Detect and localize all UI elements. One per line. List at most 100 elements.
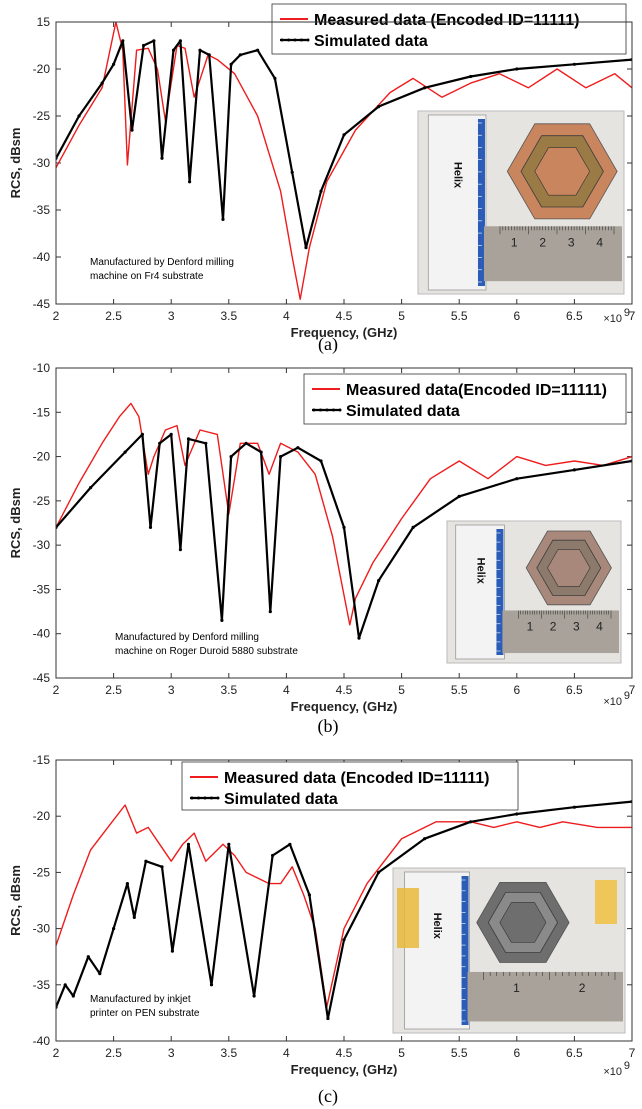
chart-3-data-point — [326, 1016, 330, 1021]
chart-1-legend-box — [271, 3, 627, 55]
chart-2-y-tick-label: -10 — [33, 361, 51, 375]
chart-2-data-point — [244, 441, 248, 445]
chart-1-y-tick-label: -40 — [33, 250, 51, 264]
chart-3-x-tick-label: 4 — [283, 1046, 290, 1060]
chart-3-data-point — [288, 842, 292, 846]
chart-2-legend-entry-1: Measured data(Encoded ID=11111) — [346, 382, 607, 399]
chart-1-x-tick-label: 2 — [53, 309, 60, 323]
chart-3-x-tick-label: 6 — [513, 1046, 520, 1060]
chart-1-data-point — [221, 217, 225, 221]
chart-3-legend: Measured data (Encoded ID=11111) Simulate… — [181, 761, 519, 811]
chart-1-photo-plastic-ruler — [427, 114, 487, 291]
chart-3-series-line-2 — [56, 800, 632, 1020]
chart-3-data-point — [572, 805, 577, 809]
chart-1-data-point — [319, 189, 323, 193]
chart-3-x-tick-label: 2 — [53, 1046, 60, 1060]
chart-1-data-point — [160, 156, 164, 160]
chart-3-legend-swatch-dot — [190, 796, 194, 800]
chart-1-photo-ruler-digit: 2 — [539, 235, 546, 249]
chart-3-photo-steel-ruler — [467, 971, 623, 1022]
chart-1-data-point — [152, 39, 156, 43]
chart-3-data-point — [377, 870, 381, 875]
chart-1-x-axis-label: Frequency, (GHz) — [291, 325, 398, 340]
chart-2-data-point — [572, 468, 577, 472]
chart-3-data-point — [227, 842, 231, 846]
chart-1-legend-swatch-dot — [306, 38, 310, 42]
chart-3-x-tick-label: 6.5 — [566, 1046, 583, 1060]
chart-3-legend-swatch-dot — [203, 796, 207, 800]
chart-3-data-point — [71, 994, 75, 998]
chart-1-photo-ruler-digit: 4 — [596, 235, 603, 249]
chart-2-y-tick-label: -30 — [33, 538, 51, 552]
chart-2-data-point — [268, 610, 272, 614]
chart-1-data-point — [130, 128, 134, 132]
chart-2-data-point — [515, 477, 519, 481]
chart-2-data-point — [411, 525, 415, 530]
chart-3-data-point — [307, 893, 311, 897]
chart-1-photo-hexagon-center — [534, 147, 591, 196]
chart-3-x-tick-label: 5 — [398, 1046, 405, 1060]
chart-1-data-point — [256, 48, 260, 52]
chart-1-legend-entry-1: Measured data (Encoded ID=11111) — [314, 12, 579, 29]
chart-2-data-point — [377, 579, 381, 583]
chart-1-legend-swatch-dot — [287, 38, 290, 42]
chart-2-legend-entry-2: Simulated data — [346, 403, 460, 420]
chart-2-photo-ruler-digit: 1 — [527, 619, 534, 633]
chart-2-data-point — [259, 450, 263, 454]
chart-3-data-point — [423, 837, 427, 841]
chart-1-data-point — [304, 246, 308, 250]
chart-1-x-tick-label: 3 — [168, 309, 175, 323]
chart-1-x-tick-label: 6 — [513, 309, 520, 323]
chart-1-data-point — [469, 74, 473, 79]
chart-1-series-line-1 — [56, 22, 632, 300]
chart-1-panel: 2 2.5 3 3.5 4 4.5 5 5.5 6 6.5 7 15 -20 -25 -30 -35 -40 -4… — [8, 3, 636, 355]
chart-3-caption: (c) — [318, 1086, 338, 1107]
chart-1-legend-entry-2: Simulated data — [314, 33, 428, 50]
chart-2-series-simulated — [56, 432, 632, 640]
chart-2-data-point — [319, 459, 323, 463]
chart-1-caption: (a) — [318, 334, 338, 355]
chart-3-data-point — [86, 955, 90, 959]
chart-3-legend-entry-2: Simulated data — [224, 791, 338, 808]
chart-1-photo-steel-ruler — [483, 226, 622, 282]
chart-2-data-point — [158, 441, 162, 445]
chart-1-data-point — [171, 48, 176, 52]
chart-1-photo-brand-text: Helix — [451, 162, 463, 189]
chart-1-x-tick-label: 7 — [629, 309, 636, 323]
chart-3-legend-swatch-dot — [210, 796, 213, 800]
chart-3-legend-box — [181, 761, 519, 811]
chart-3-y-tick-label: -15 — [33, 753, 51, 767]
chart-3-x-tick-label: 3.5 — [220, 1046, 237, 1060]
chart-2-x-tick-label: 6 — [513, 683, 520, 697]
chart-2-photo-brand-text: Helix — [475, 558, 487, 585]
chart-1-data-point — [207, 53, 211, 57]
chart-3-data-point — [125, 882, 129, 886]
chart-1-x-tick-label: 4 — [283, 309, 290, 323]
chart-3-x-tick-label: 7 — [629, 1046, 636, 1060]
chart-2-legend-swatch-dot — [312, 408, 316, 412]
chart-1-legend-swatch-dot — [280, 38, 284, 42]
chart-1-x-multiplier-exponent: 9 — [624, 307, 630, 319]
chart-2-y-axis-label: RCS, dBsm — [8, 488, 23, 559]
chart-2-x-tick-label: 5 — [398, 683, 405, 697]
chart-3-data-point — [271, 853, 275, 858]
chart-2-photo-hexagon-center — [547, 549, 591, 587]
chart-1-photo-blue-scale — [477, 119, 485, 286]
chart-3-inset-photo: Helix 1 2 — [392, 867, 626, 1034]
chart-1-annotation-line: Manufactured by Denford milling — [90, 257, 234, 268]
chart-1-data-point — [188, 180, 192, 184]
chart-2-x-multiplier: ×10 — [603, 696, 622, 708]
chart-3-y-tick-label: -25 — [33, 865, 51, 879]
chart-1-photo-ruler-digit: 3 — [568, 235, 575, 249]
chart-1-x-tick-label: 3.5 — [220, 309, 237, 323]
chart-2-x-tick-label: 4 — [283, 683, 290, 697]
chart-1-legend-swatch-dot — [293, 38, 297, 42]
chart-2-photo-blue-scale — [496, 529, 504, 655]
chart-3-data-point — [160, 865, 164, 869]
chart-2-annotation-line: machine on Roger Duroid 5880 substrate — [115, 646, 298, 657]
chart-2-axes-frame — [55, 367, 633, 679]
chart-3-data-point — [112, 927, 116, 931]
chart-2-x-tick-label: 4.5 — [336, 683, 353, 697]
chart-2-photo-steel-ruler — [502, 610, 619, 654]
chart-2-data-point — [178, 548, 182, 552]
